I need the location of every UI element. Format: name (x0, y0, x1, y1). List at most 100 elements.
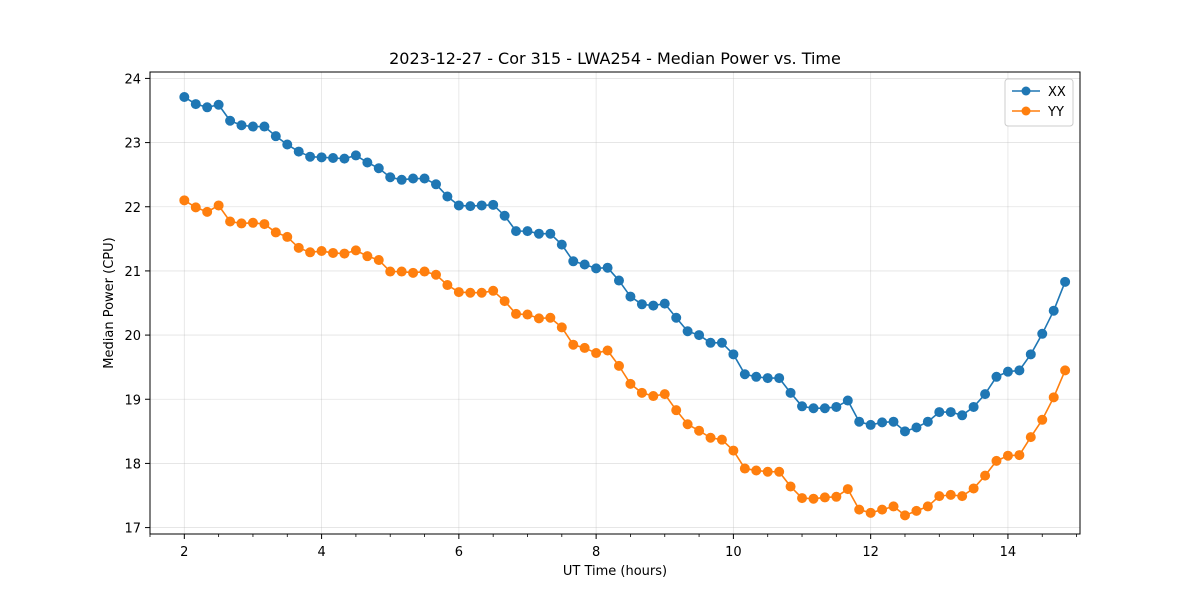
data-point-yy (465, 287, 476, 298)
data-point-xx (1037, 328, 1048, 339)
data-point-yy (591, 348, 602, 359)
data-point-xx (591, 263, 602, 274)
data-point-yy (270, 227, 281, 238)
data-point-yy (659, 389, 670, 400)
data-point-xx (865, 419, 876, 430)
data-point-yy (396, 266, 407, 277)
data-point-xx (854, 416, 865, 427)
data-point-xx (476, 200, 487, 211)
data-point-xx (911, 422, 922, 433)
y-tick-label: 17 (124, 522, 141, 537)
data-point-yy (831, 491, 842, 502)
data-point-xx (636, 299, 647, 310)
data-point-xx (385, 172, 396, 183)
data-point-yy (899, 510, 910, 521)
data-point-xx (694, 330, 705, 341)
grid (150, 72, 1080, 534)
data-point-xx (945, 407, 956, 418)
data-point-yy (945, 489, 956, 500)
data-point-xx (739, 369, 750, 380)
data-point-yy (762, 466, 773, 477)
data-point-yy (922, 501, 933, 512)
data-point-yy (1048, 392, 1059, 403)
data-point-xx (613, 275, 624, 286)
data-point-xx (877, 417, 888, 428)
data-point-xx (247, 121, 258, 132)
data-point-yy (636, 387, 647, 398)
data-point-yy (259, 219, 270, 230)
data-point-xx (842, 395, 853, 406)
data-point-yy (225, 216, 236, 227)
data-point-xx (442, 191, 453, 202)
data-point-yy (556, 322, 567, 333)
y-tick-label: 20 (124, 329, 141, 344)
data-point-xx (625, 291, 636, 302)
chart-title: 2023-12-27 - Cor 315 - LWA254 - Median P… (389, 49, 841, 68)
data-point-xx (808, 403, 819, 414)
y-axis-label: Median Power (CPU) (102, 237, 117, 368)
data-point-xx (259, 121, 270, 132)
data-point-yy (476, 287, 487, 298)
y-tick-label: 18 (124, 457, 141, 472)
data-point-yy (499, 296, 510, 307)
data-point-xx (980, 389, 991, 400)
data-point-xx (579, 259, 590, 270)
y-tick-label: 22 (124, 201, 141, 216)
data-point-yy (625, 378, 636, 389)
data-point-yy (785, 481, 796, 492)
x-tick-label: 8 (592, 545, 600, 560)
data-point-yy (751, 465, 762, 476)
data-point-xx (522, 226, 533, 237)
data-point-xx (202, 102, 213, 113)
data-point-yy (648, 391, 659, 402)
data-point-yy (1025, 432, 1036, 443)
x-axis-label: UT Time (hours) (563, 564, 667, 579)
data-point-xx (225, 115, 236, 126)
data-point-xx (533, 228, 544, 239)
data-point-xx (899, 426, 910, 437)
data-point-yy (213, 200, 224, 211)
data-point-xx (728, 349, 739, 360)
data-point-xx (419, 173, 430, 184)
data-point-xx (305, 151, 316, 162)
data-point-xx (659, 298, 670, 309)
legend-label-yy: YY (1047, 105, 1064, 120)
data-point-xx (362, 157, 373, 168)
data-point-xx (316, 152, 327, 163)
data-point-xx (797, 401, 808, 412)
data-point-yy (819, 492, 830, 503)
data-point-yy (408, 267, 419, 278)
data-point-xx (408, 173, 419, 184)
data-point-yy (1060, 365, 1071, 376)
data-point-yy (865, 507, 876, 518)
data-point-yy (247, 217, 258, 228)
data-point-xx (431, 179, 442, 190)
data-point-xx (556, 239, 567, 250)
plot-frame (149, 71, 1081, 535)
data-point-xx (762, 373, 773, 384)
data-point-xx (350, 150, 361, 161)
data-point-yy (305, 247, 316, 258)
data-point-xx (465, 201, 476, 212)
data-point-yy (1014, 450, 1025, 461)
data-point-xx (957, 410, 968, 421)
data-point-xx (499, 210, 510, 221)
data-point-yy (190, 202, 201, 213)
y-axis: 17 18 19 20 21 22 23 24 (124, 72, 150, 537)
series-xx (179, 92, 1071, 437)
data-point-yy (339, 248, 350, 259)
x-tick-label: 14 (1000, 545, 1017, 560)
data-point-yy (350, 245, 361, 256)
data-point-xx (819, 403, 830, 414)
data-point-yy (808, 493, 819, 504)
data-point-xx (339, 153, 350, 164)
data-point-yy (877, 504, 888, 515)
data-point-xx (968, 401, 979, 412)
data-point-yy (968, 483, 979, 494)
data-point-yy (980, 470, 991, 481)
data-point-yy (453, 287, 464, 298)
data-point-xx (1025, 349, 1036, 360)
data-point-yy (293, 242, 304, 253)
y-tick-label: 21 (124, 265, 141, 280)
